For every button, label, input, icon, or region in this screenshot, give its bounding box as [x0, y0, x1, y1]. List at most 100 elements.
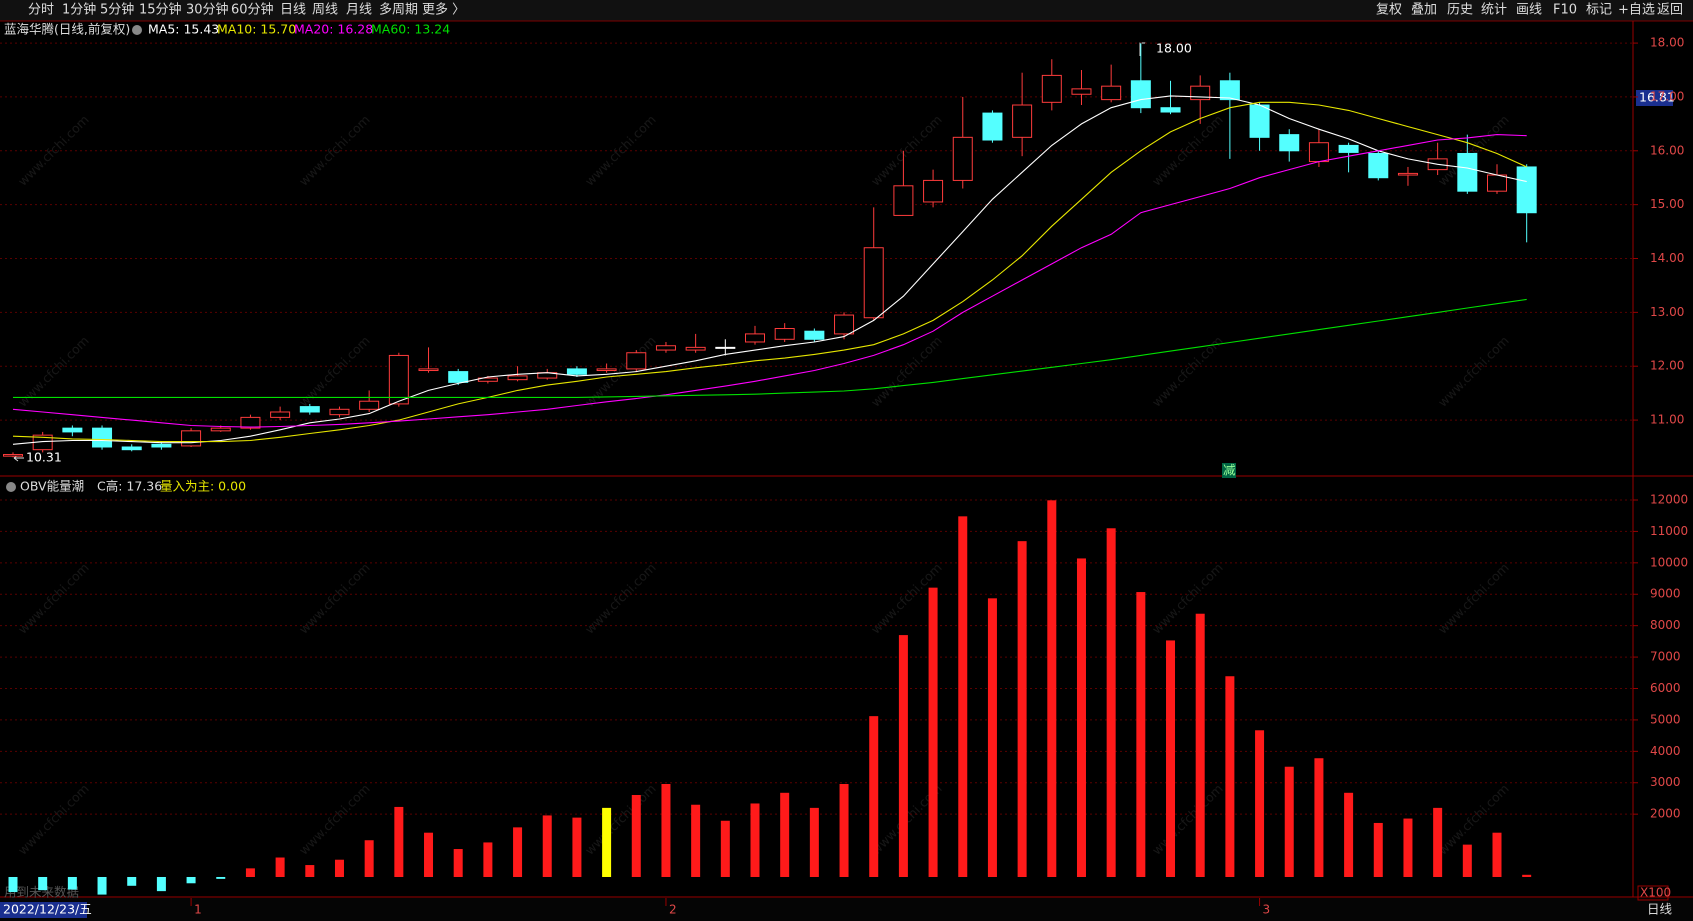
- toolbar-item[interactable]: 画线: [1516, 3, 1542, 18]
- y-tick-label: 14.00: [1650, 251, 1684, 265]
- candle-body: [1457, 152, 1478, 192]
- ma-line: [12, 101, 1527, 443]
- x-tick-label: 3: [1263, 903, 1271, 917]
- toolbar-item[interactable]: 历史: [1447, 3, 1473, 18]
- obv-bar: [1373, 822, 1383, 877]
- candle-body: [982, 112, 1003, 141]
- candle-body: [388, 354, 409, 405]
- obv-bar: [334, 859, 344, 877]
- candle-body: [1219, 80, 1240, 101]
- chart-title: 蓝海华腾(日线,前复权): [4, 22, 130, 37]
- obv-bar: [424, 832, 434, 877]
- toolbar-item[interactable]: 60分钟: [231, 2, 274, 18]
- ma-line: [12, 134, 1527, 428]
- candle-body: [359, 400, 380, 410]
- legend-entry: MA5: 15.43: [148, 22, 219, 37]
- candle-body: [715, 346, 736, 349]
- obv-bar: [453, 849, 463, 877]
- settings-icon[interactable]: [6, 482, 16, 492]
- candle-body: [1071, 88, 1092, 95]
- ma-line: [13, 298, 1527, 398]
- candle-body: [477, 377, 498, 382]
- legend-entry: MA10: 15.70: [217, 22, 296, 37]
- toolbar-item[interactable]: 复权: [1376, 2, 1402, 18]
- y-tick-label: 9000: [1650, 587, 1681, 601]
- candle-body: [1397, 172, 1418, 176]
- toolbar-item[interactable]: F10: [1553, 3, 1577, 18]
- toolbar-item[interactable]: 周线: [312, 3, 338, 18]
- toolbar-item[interactable]: 更多 〉: [422, 2, 465, 18]
- obv-bar: [839, 784, 849, 877]
- obv-bar: [245, 868, 255, 877]
- y-tick-label: 8000: [1650, 618, 1681, 632]
- y-tick-label: 11.00: [1650, 413, 1684, 427]
- obv-bar: [38, 876, 48, 891]
- candle-body: [448, 371, 469, 383]
- obv-bar: [1314, 758, 1324, 877]
- toolbar-item[interactable]: 叠加: [1411, 3, 1437, 18]
- unit-label: X100: [1640, 886, 1671, 900]
- toolbar-item[interactable]: 返回: [1657, 3, 1683, 18]
- obv-bar: [572, 817, 582, 877]
- obv-bar: [8, 876, 18, 893]
- obv-bar: [958, 516, 968, 877]
- toolbar-item[interactable]: 1分钟: [62, 2, 96, 18]
- toolbar-item[interactable]: 30分钟: [186, 2, 229, 18]
- candle-body: [299, 406, 320, 413]
- candle-body: [655, 345, 676, 351]
- candle-body: [1041, 74, 1062, 103]
- candle-body: [1130, 80, 1151, 109]
- y-tick-label: 11000: [1650, 524, 1688, 538]
- candle-body: [804, 330, 825, 340]
- toolbar-item[interactable]: 分时: [28, 3, 54, 18]
- obv-bar: [602, 807, 612, 877]
- obv-bar: [127, 876, 137, 886]
- obv-bar: [1136, 592, 1146, 877]
- toolbar-item[interactable]: 标记: [1586, 3, 1612, 18]
- candle-body: [1101, 85, 1122, 101]
- unit-box: [1637, 885, 1669, 901]
- obv-bar: [691, 804, 701, 877]
- obv-bar: [1492, 832, 1502, 877]
- toolbar-item[interactable]: 月线: [346, 3, 372, 18]
- y-tick-label: 2000: [1650, 807, 1681, 821]
- candle-body: [210, 427, 231, 432]
- toolbar-item[interactable]: 统计: [1481, 3, 1507, 18]
- legend-entry: MA60: 13.24: [371, 22, 450, 37]
- candle-body: [92, 427, 113, 448]
- signal-box: [1222, 463, 1236, 478]
- toolbar-item[interactable]: 日线: [280, 3, 306, 18]
- candle-body: [121, 446, 142, 451]
- indicator-title: OBV能量潮: [20, 479, 84, 494]
- candle-body: [774, 328, 795, 340]
- y-tick-label: 7000: [1650, 650, 1681, 664]
- toolbar-bg: [0, 0, 1693, 21]
- y-tick-label: 5000: [1650, 712, 1681, 726]
- obv-bar: [1462, 844, 1472, 877]
- candle-body: [1368, 152, 1389, 179]
- toolbar-item[interactable]: 15分钟: [139, 2, 182, 18]
- y-tick-label: 12000: [1650, 492, 1688, 506]
- obv-bar: [987, 598, 997, 877]
- low-label: 10.31: [26, 450, 62, 465]
- toolbar-item[interactable]: +自选: [1618, 3, 1655, 18]
- obv-bar: [869, 716, 879, 877]
- candle-body: [893, 185, 914, 216]
- obv-bar: [631, 794, 641, 877]
- y-tick-label: 3000: [1650, 775, 1681, 789]
- y-tick-label: 10000: [1650, 555, 1688, 569]
- candle-body: [151, 443, 172, 448]
- obv-bar: [1106, 528, 1116, 877]
- candle-body: [1338, 144, 1359, 153]
- candle-body: [1012, 104, 1033, 138]
- settings-icon[interactable]: [132, 25, 142, 35]
- y-tick-label: 16.00: [1650, 143, 1684, 157]
- candle-body: [685, 346, 706, 351]
- obv-bar: [364, 840, 374, 877]
- toolbar-item[interactable]: 5分钟: [100, 2, 134, 18]
- toolbar-item[interactable]: 多周期: [379, 2, 418, 18]
- obv-bar: [780, 792, 790, 877]
